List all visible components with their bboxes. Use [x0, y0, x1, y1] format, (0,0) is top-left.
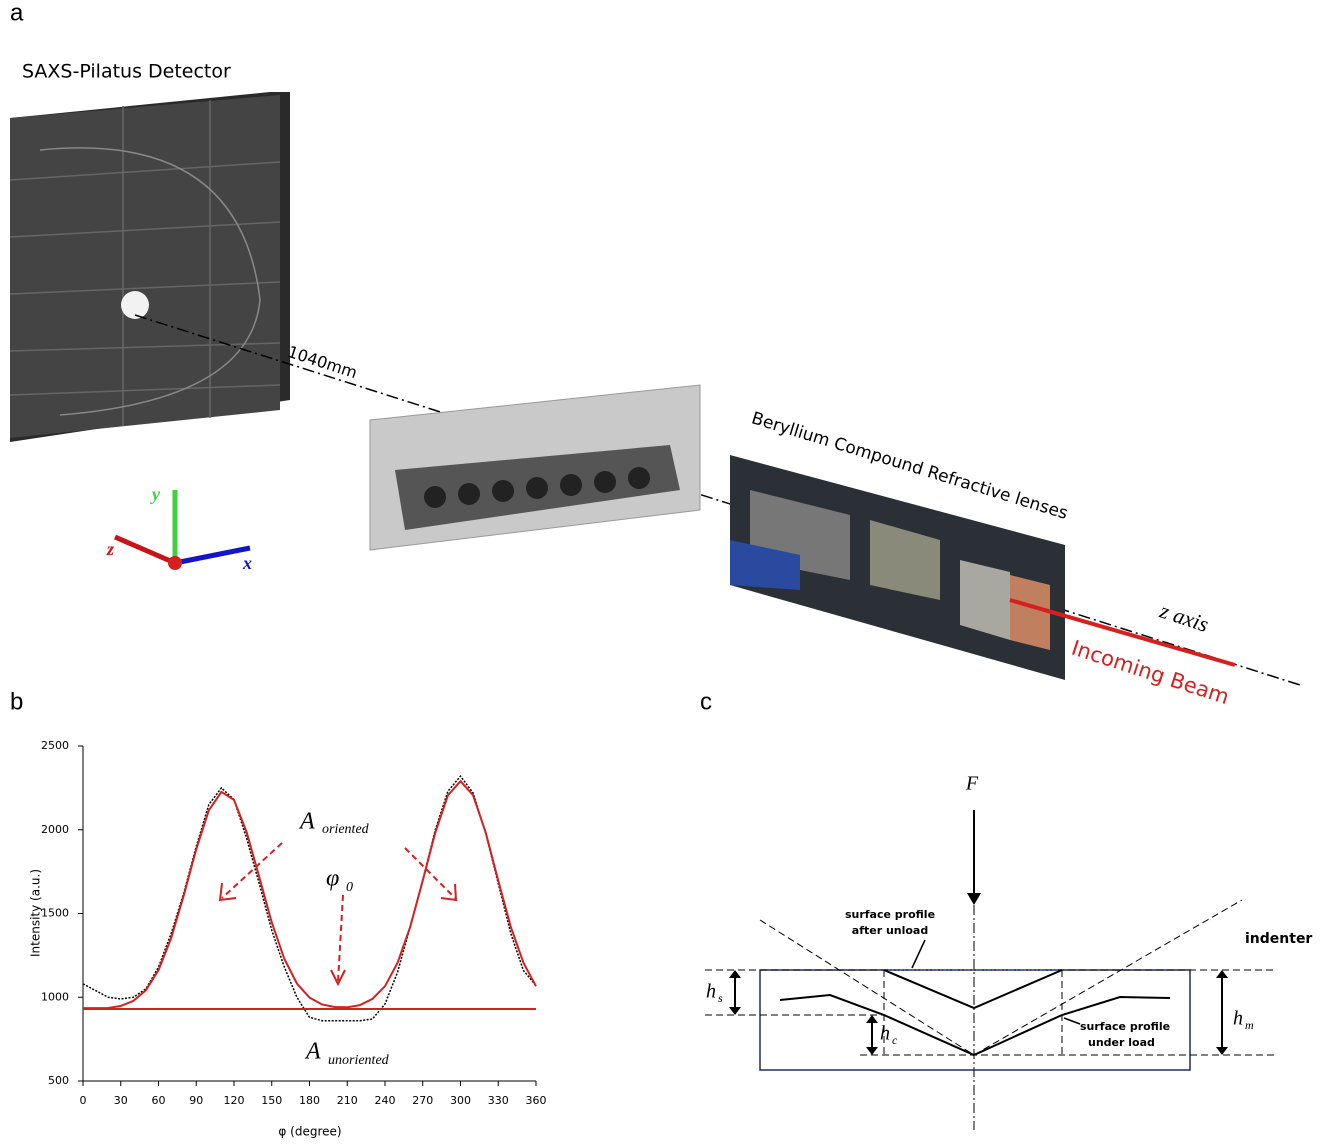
detector-label: SAXS-Pilatus Detector — [22, 61, 231, 83]
annotation: A — [304, 1039, 321, 1065]
x-tick-label: 300 — [450, 1094, 471, 1107]
y-tick-label: 1000 — [41, 990, 69, 1003]
hc-sub: c — [892, 1033, 898, 1047]
x-tick-label: 210 — [337, 1094, 358, 1107]
x-tick-label: 0 — [80, 1094, 87, 1107]
x-tick-label: 90 — [189, 1094, 203, 1107]
hm-sub: m — [1245, 1018, 1254, 1032]
hc-label: h — [880, 1023, 890, 1045]
after-unload-label: after unload — [852, 924, 928, 937]
panel-label: a — [10, 0, 24, 26]
x-tick-label: 150 — [261, 1094, 282, 1107]
callout — [1064, 1018, 1080, 1024]
annotation: A — [298, 809, 315, 835]
under-load-label: under load — [1088, 1036, 1155, 1049]
y-tick-label: 500 — [48, 1074, 69, 1087]
x-label: x — [242, 553, 252, 573]
beam-axis — [135, 315, 1300, 685]
indenter-label: indenter — [1245, 931, 1312, 947]
x-tick-label: 30 — [114, 1094, 128, 1107]
force-arrowhead — [967, 893, 981, 905]
y-label: y — [150, 484, 161, 504]
y-tick-label: 2500 — [41, 739, 69, 752]
annotation-sub: oriented — [322, 822, 370, 837]
x-tick-label: 330 — [488, 1094, 509, 1107]
panel-label: c — [700, 688, 712, 715]
unloaded-profile — [884, 970, 1062, 1008]
z-axis-arrow — [115, 537, 175, 563]
panel-label: b — [10, 688, 23, 715]
y-tick-label: 2000 — [41, 823, 69, 836]
hs-label: h — [706, 981, 716, 1003]
under-load-label: surface profile — [1080, 1020, 1170, 1033]
hm-label: h — [1233, 1008, 1243, 1030]
chart: b Intensity (a.u.) φ (degree) A oriented… — [10, 688, 547, 1138]
annotation-sub: unoriented — [328, 1053, 390, 1068]
x-axis-title: φ (degree) — [278, 1125, 341, 1139]
origin — [168, 556, 182, 570]
x-tick-label: 240 — [375, 1094, 396, 1107]
force-label: F — [965, 773, 979, 795]
callout — [912, 940, 925, 968]
figure: a SAXS-Pilatus Detector 1040mm Beryllium… — [0, 0, 1329, 1142]
distance-label: 1040mm — [285, 342, 359, 382]
x-tick-label: 120 — [224, 1094, 245, 1107]
beam-spot — [121, 291, 149, 319]
y-tick-label: 1500 — [41, 907, 69, 920]
x-axis-arrow — [175, 548, 250, 563]
z-axis-label: z axis — [1156, 597, 1212, 636]
beam-label: Incoming Beam — [1069, 636, 1233, 710]
x-tick-label: 60 — [152, 1094, 166, 1107]
z-label: z — [106, 539, 114, 559]
x-tick-label: 360 — [526, 1094, 547, 1107]
hs-sub: s — [718, 991, 723, 1005]
annotation: φ — [326, 866, 339, 892]
annotation-sub: 0 — [346, 880, 353, 895]
after-unload-label: surface profile — [845, 908, 935, 921]
x-tick-label: 270 — [412, 1094, 433, 1107]
x-tick-label: 180 — [299, 1094, 320, 1107]
